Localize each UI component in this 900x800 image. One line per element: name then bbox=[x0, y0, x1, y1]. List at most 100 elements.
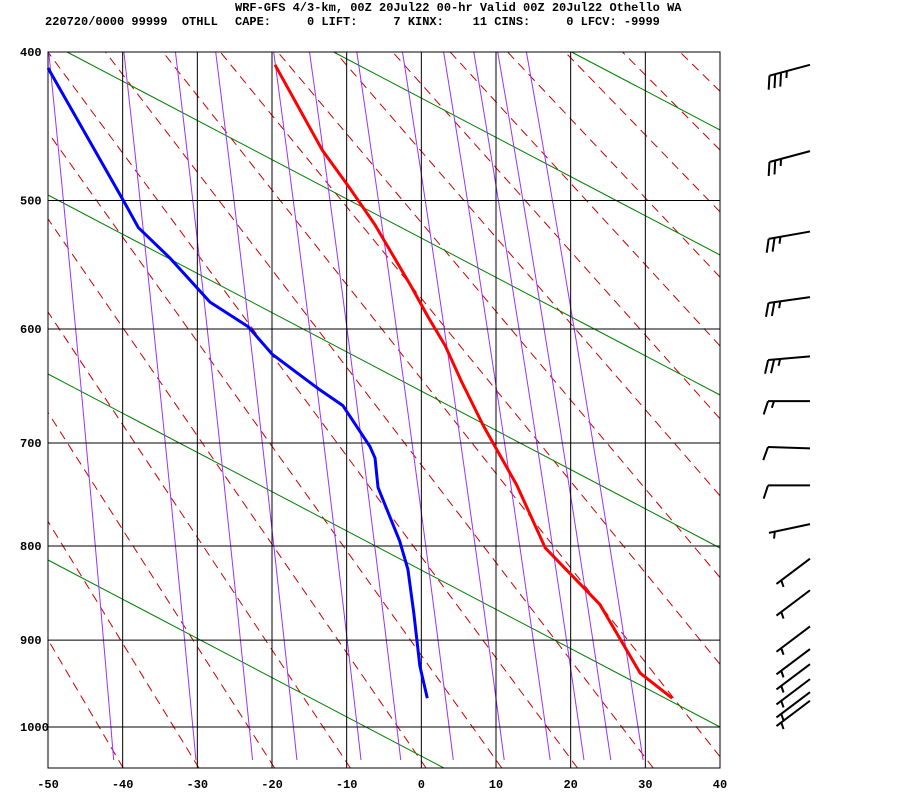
wind-barb-shaft bbox=[775, 648, 811, 676]
mixing-ratio-segment bbox=[333, 227, 342, 280]
wind-barb bbox=[775, 691, 811, 721]
wind-barb-shaft bbox=[775, 678, 811, 706]
mixing-ratio-segment bbox=[540, 692, 547, 728]
station-line: 220720/0000 99999 OTHLL bbox=[45, 15, 218, 29]
y-tick-label: 600 bbox=[20, 323, 42, 337]
dry-adiabat-line bbox=[507, 51, 721, 278]
wind-barb bbox=[775, 663, 811, 693]
wind-barb-full-feather bbox=[764, 359, 770, 374]
plot-area bbox=[47, 51, 721, 769]
mixing-ratio-segment bbox=[557, 584, 565, 622]
mixing-ratio-segment bbox=[273, 51, 283, 115]
wind-barb-half-feather bbox=[770, 400, 775, 409]
mixing-ratio-segment bbox=[600, 692, 607, 728]
mixing-ratio-segment bbox=[414, 464, 421, 507]
mixing-ratio-line bbox=[309, 51, 402, 761]
mixing-ratio-segment bbox=[605, 726, 612, 761]
wind-barb-full-feather bbox=[767, 161, 771, 177]
mixing-ratio-segment bbox=[340, 279, 348, 330]
mixing-ratio-segment bbox=[302, 279, 311, 330]
mixing-ratio-segment bbox=[75, 328, 81, 377]
dry-adiabat-line bbox=[47, 51, 578, 769]
mixing-ratio-segment bbox=[526, 227, 537, 280]
mixing-ratio-segment bbox=[309, 51, 319, 115]
mixing-ratio-segment bbox=[174, 545, 180, 585]
mixing-ratio-segment bbox=[70, 279, 77, 330]
mixing-ratio-segment bbox=[201, 279, 208, 330]
wind-barb-half-feather bbox=[778, 236, 782, 244]
mixing-ratio-segment bbox=[348, 657, 354, 694]
mixing-ratio-segment bbox=[309, 328, 317, 377]
mixing-ratio-segment bbox=[411, 114, 422, 173]
mixing-ratio-segment bbox=[396, 726, 402, 761]
wind-barb-half-feather bbox=[780, 685, 785, 693]
mixing-ratio-segment bbox=[346, 328, 354, 377]
mixing-ratio-segment bbox=[571, 505, 579, 547]
mixing-ratio-segment bbox=[289, 692, 294, 728]
mixing-ratio-segment bbox=[330, 505, 337, 547]
wind-barb bbox=[767, 63, 811, 90]
mixing-ratio-segment bbox=[486, 328, 496, 377]
mixing-ratio-segment bbox=[577, 545, 585, 585]
temperature-profile-line bbox=[273, 64, 674, 700]
mixing-ratio-segment bbox=[573, 328, 583, 377]
mixing-ratio-segment bbox=[369, 505, 376, 547]
mixing-ratio-segment bbox=[352, 692, 358, 728]
mixing-ratio-segment bbox=[315, 376, 322, 422]
wind-barb-full-feather bbox=[773, 160, 777, 175]
mixing-ratio-segment bbox=[285, 657, 291, 694]
mixing-ratio-segment bbox=[518, 328, 527, 377]
green-reference-line bbox=[47, 559, 445, 769]
dry-adiabat-line bbox=[47, 412, 276, 769]
wind-barb-half-feather bbox=[780, 722, 785, 730]
x-tick-label: -10 bbox=[336, 778, 358, 792]
mixing-ratio-line bbox=[174, 51, 254, 761]
mixing-ratio-segment bbox=[609, 545, 617, 585]
mixing-ratio-segment bbox=[637, 726, 644, 761]
mixing-ratio-line bbox=[215, 51, 298, 761]
mixing-ratio-segment bbox=[551, 545, 559, 585]
mixing-ratio-segment bbox=[387, 657, 394, 694]
mixing-ratio-segment bbox=[565, 464, 573, 507]
mixing-ratio-segment bbox=[379, 584, 385, 622]
mixing-ratio-segment bbox=[402, 376, 410, 422]
mixing-ratio-segment bbox=[536, 114, 549, 173]
dry-adiabat-line bbox=[564, 51, 721, 213]
mixing-ratio-segment bbox=[596, 464, 604, 507]
mixing-ratio-segment bbox=[513, 505, 521, 547]
mixing-ratio-segment bbox=[519, 545, 526, 585]
mixing-ratio-segment bbox=[539, 464, 547, 507]
dry-adiabat-line bbox=[392, 51, 721, 420]
mixing-ratio-segment bbox=[245, 692, 250, 728]
mixing-ratio-segment bbox=[497, 51, 509, 115]
x-tick-label: -30 bbox=[187, 778, 209, 792]
wind-barb-half-feather bbox=[780, 611, 785, 619]
mixing-ratio-segment bbox=[48, 51, 56, 115]
x-tick-label: -20 bbox=[261, 778, 283, 792]
x-tick-label: 20 bbox=[563, 778, 577, 792]
mixing-ratio-segment bbox=[471, 227, 481, 280]
mixing-ratio-segment bbox=[490, 657, 496, 694]
wind-barb-shaft bbox=[775, 557, 811, 585]
wind-barb bbox=[762, 484, 810, 500]
wind-barb-full-feather bbox=[762, 400, 769, 415]
x-tick-label: -50 bbox=[37, 778, 59, 792]
green-reference-line bbox=[47, 373, 721, 728]
mixing-ratio-segment bbox=[463, 464, 471, 507]
y-tick-label: 500 bbox=[20, 194, 42, 208]
wind-barb-shaft bbox=[775, 589, 811, 617]
mixing-ratio-segment bbox=[248, 726, 254, 761]
mixing-ratio-segment bbox=[225, 505, 232, 547]
wind-barb-shaft bbox=[767, 445, 811, 450]
mixing-ratio-segment bbox=[340, 584, 346, 622]
mixing-ratio-segment bbox=[335, 545, 342, 585]
mixing-ratio-segment bbox=[444, 692, 450, 728]
dry-adiabat-line bbox=[162, 51, 721, 758]
wind-barb-full-feather bbox=[767, 75, 771, 90]
mixing-ratio-segment bbox=[123, 51, 132, 115]
green-reference-line bbox=[333, 51, 721, 256]
mixing-ratio-segment bbox=[104, 657, 109, 694]
mixing-ratio-segment bbox=[474, 545, 481, 585]
mixing-ratio-segment bbox=[91, 505, 96, 547]
